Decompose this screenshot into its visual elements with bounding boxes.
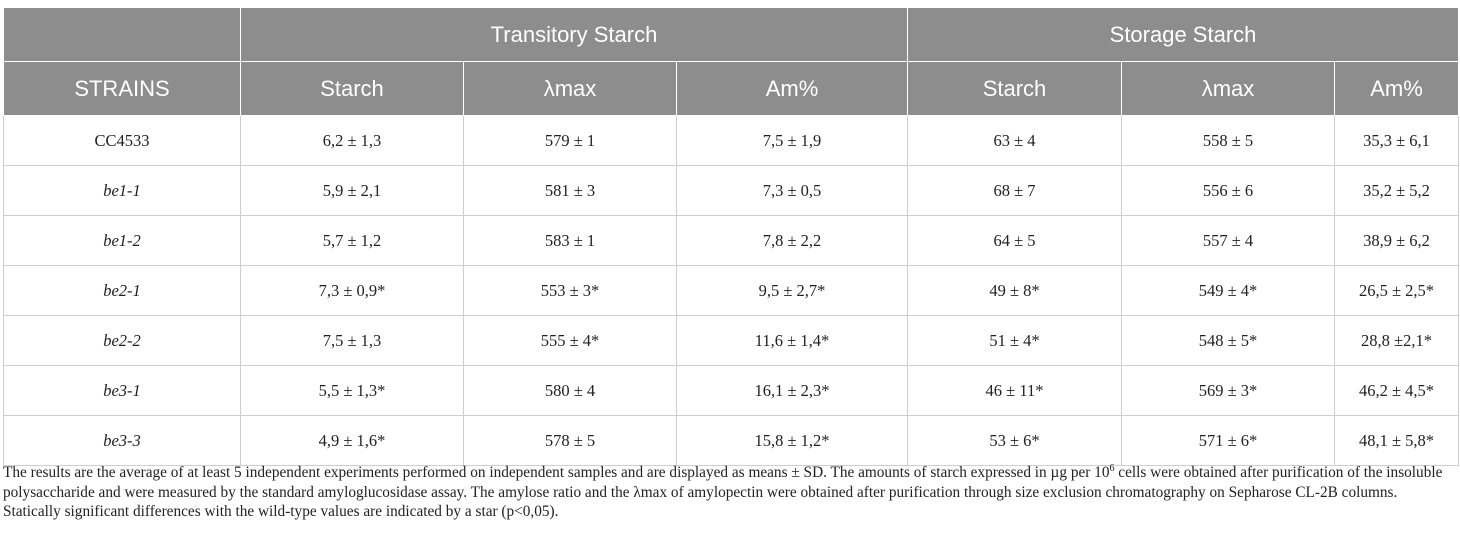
- value-cell: 51 ± 4*: [907, 315, 1122, 366]
- value-cell: 28,8 ±2,1*: [1333, 315, 1460, 366]
- value-cell: 580 ± 4: [463, 365, 677, 416]
- value-cell: 4,9 ± 1,6*: [240, 415, 464, 466]
- strain-cell: be2-2: [3, 315, 241, 366]
- strain-cell: be1-1: [3, 165, 241, 216]
- column-header: STRAINS: [3, 61, 241, 116]
- value-cell: 35,2 ± 5,2: [1333, 165, 1460, 216]
- value-cell: 49 ± 8*: [907, 265, 1122, 316]
- value-cell: 68 ± 7: [907, 165, 1122, 216]
- value-cell: 7,3 ± 0,9*: [240, 265, 464, 316]
- column-header: Am%: [1333, 61, 1460, 116]
- value-cell: 48,1 ± 5,8*: [1333, 415, 1460, 466]
- value-cell: 15,8 ± 1,2*: [676, 415, 908, 466]
- value-cell: 46 ± 11*: [907, 365, 1122, 416]
- value-cell: 26,5 ± 2,5*: [1333, 265, 1460, 316]
- value-cell: 6,2 ± 1,3: [240, 115, 464, 166]
- column-header: λmax: [463, 61, 677, 116]
- footnote: The results are the average of at least …: [3, 463, 1455, 522]
- value-cell: 7,8 ± 2,2: [676, 215, 908, 266]
- table-row: be3-1 5,5 ± 1,3* 580 ± 4 16,1 ± 2,3* 46 ± 11…: [3, 365, 1460, 416]
- value-cell: 64 ± 5: [907, 215, 1122, 266]
- results-table: Transitory Starch Storage Starch STRAINS…: [3, 7, 1460, 466]
- table-row: be2-1 7,3 ± 0,9* 553 ± 3* 9,5 ± 2,7* 49 ± 8*…: [3, 265, 1460, 316]
- column-header: Starch: [240, 61, 464, 116]
- column-header: Starch: [907, 61, 1122, 116]
- value-cell: 38,9 ± 6,2: [1333, 215, 1460, 266]
- strain-cell: be3-3: [3, 415, 241, 466]
- value-cell: 5,9 ± 2,1: [240, 165, 464, 216]
- value-cell: 571 ± 6*: [1121, 415, 1335, 466]
- strain-cell: be1-2: [3, 215, 241, 266]
- value-cell: 581 ± 3: [463, 165, 677, 216]
- value-cell: 35,3 ± 6,1: [1333, 115, 1460, 166]
- footnote-text: The results are the average of at least …: [3, 464, 1110, 481]
- value-cell: 46,2 ± 4,5*: [1333, 365, 1460, 416]
- strain-cell: be3-1: [3, 365, 241, 416]
- value-cell: 583 ± 1: [463, 215, 677, 266]
- value-cell: 5,7 ± 1,2: [240, 215, 464, 266]
- table-row: be3-3 4,9 ± 1,6* 578 ± 5 15,8 ± 1,2* 53 ± 6*…: [3, 415, 1460, 466]
- value-cell: 553 ± 3*: [463, 265, 677, 316]
- value-cell: 11,6 ± 1,4*: [676, 315, 908, 366]
- value-cell: 569 ± 3*: [1121, 365, 1335, 416]
- value-cell: 549 ± 4*: [1121, 265, 1335, 316]
- value-cell: 578 ± 5: [463, 415, 677, 466]
- value-cell: 556 ± 6: [1121, 165, 1335, 216]
- strain-cell: CC4533: [3, 115, 241, 166]
- column-header: Am%: [676, 61, 908, 116]
- table-row: be1-2 5,7 ± 1,2 583 ± 1 7,8 ± 2,2 64 ± 5 557 …: [3, 215, 1460, 266]
- strain-cell: be2-1: [3, 265, 241, 316]
- value-cell: 579 ± 1: [463, 115, 677, 166]
- value-cell: 557 ± 4: [1121, 215, 1335, 266]
- column-header: λmax: [1121, 61, 1335, 116]
- value-cell: 7,3 ± 0,5: [676, 165, 908, 216]
- value-cell: 9,5 ± 2,7*: [676, 265, 908, 316]
- value-cell: 5,5 ± 1,3*: [240, 365, 464, 416]
- table-body: CC4533 6,2 ± 1,3 579 ± 1 7,5 ± 1,9 63 ± 4 558…: [3, 115, 1460, 466]
- group-header: Transitory Starch: [240, 7, 908, 62]
- value-cell: 548 ± 5*: [1121, 315, 1335, 366]
- value-cell: 7,5 ± 1,3: [240, 315, 464, 366]
- page: Transitory Starch Storage Starch STRAINS…: [0, 7, 1460, 543]
- table-row: be1-1 5,9 ± 2,1 581 ± 3 7,3 ± 0,5 68 ± 7 556 …: [3, 165, 1460, 216]
- footnote-text: cells were obtained after purification o…: [3, 464, 1443, 520]
- value-cell: 63 ± 4: [907, 115, 1122, 166]
- table-row: CC4533 6,2 ± 1,3 579 ± 1 7,5 ± 1,9 63 ± 4 558…: [3, 115, 1460, 166]
- header-cell: [3, 7, 241, 62]
- group-header-row: Transitory Starch Storage Starch: [3, 7, 1460, 62]
- value-cell: 53 ± 6*: [907, 415, 1122, 466]
- group-header: Storage Starch: [906, 7, 1460, 62]
- value-cell: 7,5 ± 1,9: [676, 115, 908, 166]
- footnote-superscript: 6: [1109, 462, 1115, 474]
- value-cell: 16,1 ± 2,3*: [676, 365, 908, 416]
- value-cell: 555 ± 4*: [463, 315, 677, 366]
- column-header-row: STRAINS Starch λmax Am% Starch λmax Am%: [3, 61, 1460, 116]
- table-row: be2-2 7,5 ± 1,3 555 ± 4* 11,6 ± 1,4* 51 ± 4*…: [3, 315, 1460, 366]
- value-cell: 558 ± 5: [1121, 115, 1335, 166]
